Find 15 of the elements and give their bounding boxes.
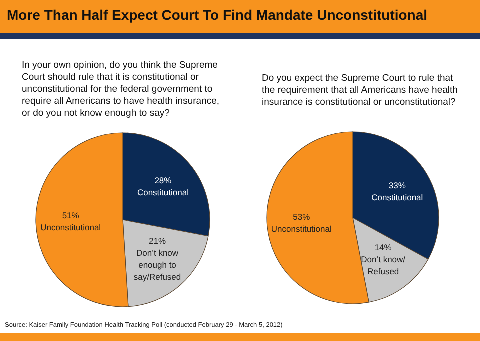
data-label: 14% <box>374 242 392 253</box>
data-label: 33% <box>388 180 406 191</box>
data-label: 21% <box>149 236 166 246</box>
data-label: 51% <box>62 210 80 221</box>
slice-label: Constitutional <box>372 192 424 203</box>
slice-label: Don’t know enough to say/Refused <box>134 248 182 282</box>
slice-label: Don’t know/ Refused <box>361 254 406 277</box>
slice-label: Unconstitutional <box>271 224 332 234</box>
chart-subtitle: In your own opinion, do you think the Supreme Court should rule that it is constitutional or unconstitutional for the federal government to require all Americans to have health insurance, or do you not know enough to say? <box>22 60 220 119</box>
slice-label: Constitutional <box>137 188 190 198</box>
slice-label: Unconstitutional <box>40 222 102 233</box>
data-label: 28% <box>154 176 172 186</box>
data-label: 53% <box>293 212 311 222</box>
chart-subtitle: Do you expect the Supreme Court to rule that the requirement that all Americans have health insurance is constitutional or unconstitutional? <box>262 73 458 108</box>
chart-title: More Than Half Expect Court To Find Mandate Unconstitutional <box>7 7 428 23</box>
